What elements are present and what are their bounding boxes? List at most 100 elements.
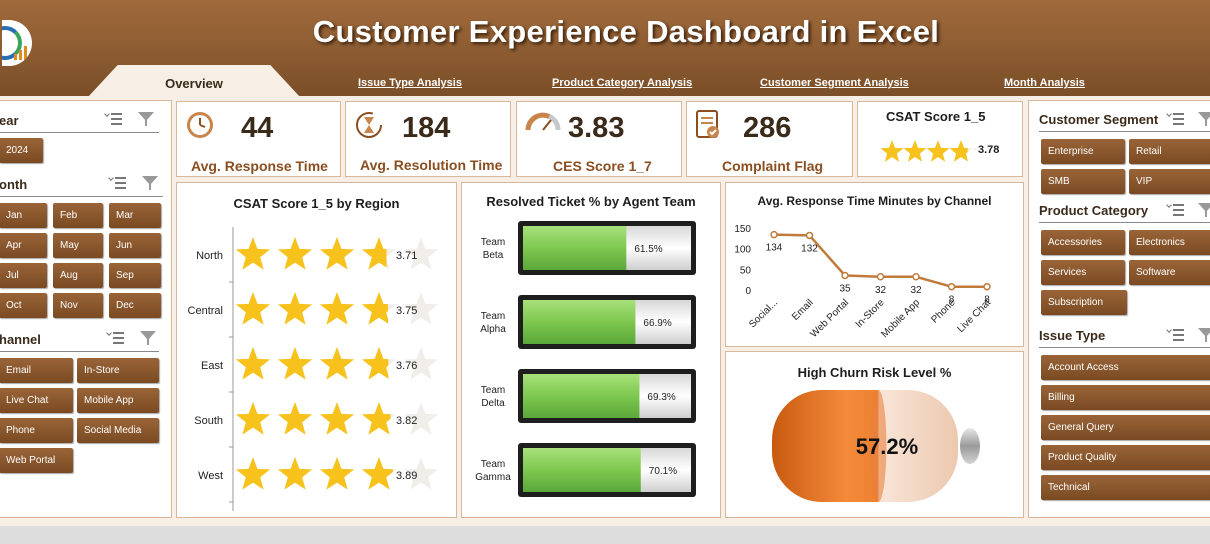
slicer-category-accessories[interactable]: Accessories bbox=[1041, 230, 1125, 255]
battery-fill-bar bbox=[523, 374, 639, 418]
chart-title: High Churn Risk Level % bbox=[726, 365, 1023, 380]
clear-filter-icon[interactable] bbox=[1197, 327, 1210, 343]
team-label: Team bbox=[481, 385, 505, 396]
multi-select-icon[interactable] bbox=[109, 175, 127, 191]
clear-filter-icon[interactable] bbox=[139, 330, 157, 346]
slicer-channel-email[interactable]: Email bbox=[0, 358, 73, 383]
data-point bbox=[913, 274, 919, 280]
slicer-channel-phone[interactable]: Phone bbox=[0, 418, 73, 443]
clear-filter-icon[interactable] bbox=[1197, 111, 1210, 127]
dashboard-title: Customer Experience Dashboard in Excel bbox=[0, 14, 1210, 50]
slicer-issue-account-access[interactable]: Account Access bbox=[1041, 355, 1210, 380]
slicer-channel-mobile-app[interactable]: Mobile App bbox=[77, 388, 159, 413]
kpi-value: 286 bbox=[743, 112, 791, 145]
slicer-category-subscription[interactable]: Subscription bbox=[1041, 290, 1127, 315]
slicer-month-nov[interactable]: Nov bbox=[53, 293, 103, 318]
slicer-issue-general-query[interactable]: General Query bbox=[1041, 415, 1210, 440]
tab-customer-segment-analysis[interactable]: Customer Segment Analysis bbox=[760, 77, 909, 89]
data-label: 32 bbox=[875, 285, 887, 296]
multi-select-icon[interactable] bbox=[1167, 202, 1185, 218]
kpi-label: Avg. Response Time bbox=[191, 158, 328, 174]
clear-filter-icon[interactable] bbox=[137, 111, 155, 127]
tab-overview-label: Overview bbox=[88, 76, 300, 91]
data-label: 3.75 bbox=[396, 305, 417, 317]
chart-title: Avg. Response Time Minutes by Channel bbox=[726, 194, 1023, 208]
slicer-issue-billing[interactable]: Billing bbox=[1041, 385, 1210, 410]
star-filled bbox=[881, 140, 904, 162]
tab-issue-type-analysis[interactable]: Issue Type Analysis bbox=[358, 77, 462, 89]
multi-select-icon[interactable] bbox=[105, 111, 123, 127]
slicer-month-jun[interactable]: Jun bbox=[109, 233, 161, 258]
slicer-month-jul[interactable]: Jul bbox=[0, 263, 47, 288]
slicer-issue-product-quality[interactable]: Product Quality bbox=[1041, 445, 1210, 470]
star-filled bbox=[320, 292, 354, 325]
star-filled bbox=[278, 292, 312, 325]
slicer-segment-smb[interactable]: SMB bbox=[1041, 169, 1125, 194]
csat-stars bbox=[881, 140, 976, 162]
slicer-month-may[interactable]: May bbox=[53, 233, 103, 258]
team-label: Delta bbox=[481, 398, 505, 409]
slicer-channel-social-media[interactable]: Social Media bbox=[77, 418, 159, 443]
star-filled bbox=[362, 457, 396, 490]
multi-select-icon[interactable] bbox=[107, 330, 125, 346]
data-label: 3.82 bbox=[396, 415, 417, 427]
x-tick-label: Social... bbox=[747, 297, 780, 330]
data-point bbox=[842, 273, 848, 279]
slicer-month-aug[interactable]: Aug bbox=[53, 263, 103, 288]
slicer-category-software[interactable]: Software bbox=[1129, 260, 1210, 285]
kpi-card-complaint-flag: 286 Complaint Flag bbox=[686, 101, 853, 177]
kpi-card-response-time: 44 Avg. Response Time bbox=[176, 101, 341, 177]
star-filled bbox=[278, 457, 312, 490]
tab-product-category-analysis[interactable]: Product Category Analysis bbox=[552, 77, 692, 89]
kpi-value: 184 bbox=[402, 112, 450, 145]
team-label: Team bbox=[481, 237, 505, 248]
slicer-month-mar[interactable]: Mar bbox=[109, 203, 161, 228]
y-tick-label: 100 bbox=[734, 245, 751, 256]
star-filled bbox=[278, 237, 312, 270]
chart-response-time-by-channel: Avg. Response Time Minutes by Channel 05… bbox=[725, 182, 1024, 347]
slicer-month-feb[interactable]: Feb bbox=[53, 203, 103, 228]
slicer-category-electronics[interactable]: Electronics bbox=[1129, 230, 1210, 255]
slicer-month-apr[interactable]: Apr bbox=[0, 233, 47, 258]
slicer-month-jan[interactable]: Jan bbox=[0, 203, 47, 228]
slicer-category-services[interactable]: Services bbox=[1041, 260, 1125, 285]
hourglass-icon bbox=[356, 110, 382, 140]
divider bbox=[0, 196, 163, 197]
issue-slicer-title: Issue Type bbox=[1039, 328, 1105, 343]
clear-filter-icon[interactable] bbox=[141, 175, 159, 191]
region-label: Central bbox=[188, 305, 223, 317]
star-filled bbox=[320, 402, 354, 435]
slicer-month-sep[interactable]: Sep bbox=[109, 263, 161, 288]
slicer-year-2024[interactable]: 2024 bbox=[0, 138, 43, 163]
slicer-month-oct[interactable]: Oct bbox=[0, 293, 47, 318]
slicer-segment-retail[interactable]: Retail bbox=[1129, 139, 1210, 164]
team-label: Team bbox=[481, 459, 505, 470]
data-label: 70.1% bbox=[649, 466, 677, 477]
divider bbox=[1039, 347, 1210, 348]
star-filled bbox=[904, 140, 927, 162]
slicer-channel-in-store[interactable]: In-Store bbox=[77, 358, 159, 383]
data-label: 132 bbox=[801, 243, 818, 254]
x-tick-label: Mobile App bbox=[879, 297, 922, 340]
star-filled bbox=[927, 140, 950, 162]
tab-month-analysis[interactable]: Month Analysis bbox=[1004, 77, 1085, 89]
slicer-issue-technical[interactable]: Technical bbox=[1041, 475, 1210, 500]
kpi-value: 44 bbox=[241, 112, 273, 145]
tab-overview[interactable]: Overview bbox=[88, 65, 300, 97]
slicer-segment-enterprise[interactable]: Enterprise bbox=[1041, 139, 1125, 164]
chart-high-churn-risk: High Churn Risk Level % 57.2% bbox=[725, 351, 1024, 518]
slicer-channel-live-chat[interactable]: Live Chat bbox=[0, 388, 73, 413]
multi-select-icon[interactable] bbox=[1167, 111, 1185, 127]
csat-star-rating bbox=[880, 138, 976, 164]
kpi-label: Complaint Flag bbox=[722, 158, 823, 174]
slicer-month-dec[interactable]: Dec bbox=[109, 293, 161, 318]
slicer-segment-vip[interactable]: VIP bbox=[1129, 169, 1210, 194]
y-tick-label: 50 bbox=[740, 265, 752, 276]
clear-filter-icon[interactable] bbox=[1197, 202, 1210, 218]
slicer-channel-web-portal[interactable]: Web Portal bbox=[0, 448, 73, 473]
region-label: South bbox=[194, 415, 223, 427]
multi-select-icon[interactable] bbox=[1167, 327, 1185, 343]
divider bbox=[1039, 131, 1210, 132]
star-filled bbox=[320, 237, 354, 270]
star-filled bbox=[236, 237, 270, 270]
